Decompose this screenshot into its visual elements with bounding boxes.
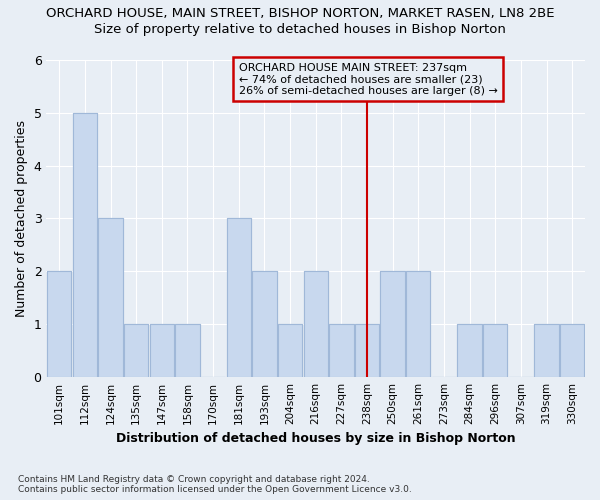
Bar [535,324,559,376]
Bar [304,271,328,376]
Bar [457,324,482,376]
Bar [47,271,71,376]
Bar [355,324,379,376]
Bar [329,324,353,376]
Bar [380,271,405,376]
Bar [252,271,277,376]
Bar [175,324,200,376]
Bar [278,324,302,376]
Y-axis label: Number of detached properties: Number of detached properties [15,120,28,317]
Bar [98,218,123,376]
Bar [355,324,379,376]
Bar [227,218,251,376]
Bar [124,324,148,376]
Bar [457,324,482,376]
Bar [73,113,97,376]
Bar [124,324,148,376]
Bar [329,324,353,376]
Bar [483,324,508,376]
Bar [278,324,302,376]
Text: Contains HM Land Registry data © Crown copyright and database right 2024.
Contai: Contains HM Land Registry data © Crown c… [18,474,412,494]
Bar [47,271,71,376]
Bar [175,324,200,376]
X-axis label: Distribution of detached houses by size in Bishop Norton: Distribution of detached houses by size … [116,432,515,445]
Bar [535,324,559,376]
Bar [149,324,174,376]
Bar [406,271,430,376]
Text: ORCHARD HOUSE, MAIN STREET, BISHOP NORTON, MARKET RASEN, LN8 2BE: ORCHARD HOUSE, MAIN STREET, BISHOP NORTO… [46,8,554,20]
Text: ORCHARD HOUSE MAIN STREET: 237sqm
← 74% of detached houses are smaller (23)
26% : ORCHARD HOUSE MAIN STREET: 237sqm ← 74% … [239,62,497,96]
Bar [483,324,508,376]
Bar [149,324,174,376]
Bar [304,271,328,376]
Text: Size of property relative to detached houses in Bishop Norton: Size of property relative to detached ho… [94,22,506,36]
Bar [98,218,123,376]
Bar [380,271,405,376]
Bar [227,218,251,376]
Bar [73,113,97,376]
Bar [252,271,277,376]
Bar [560,324,584,376]
Bar [406,271,430,376]
Bar [560,324,584,376]
